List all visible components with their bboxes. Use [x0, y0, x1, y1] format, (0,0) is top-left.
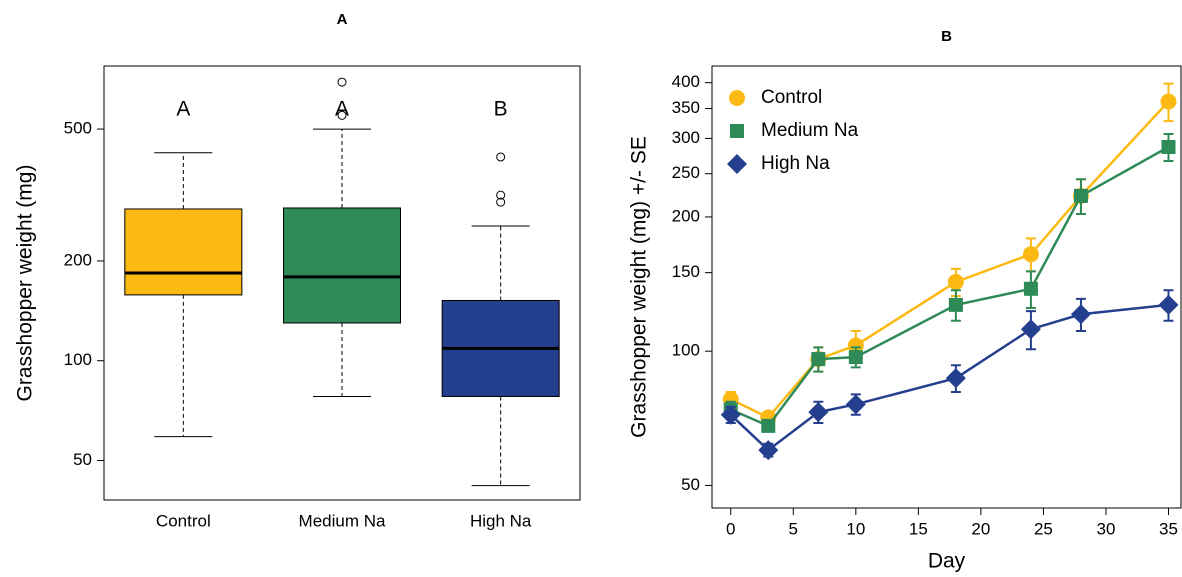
marker — [1023, 281, 1038, 296]
legend-label: High Na — [761, 153, 830, 174]
x-tick-label: Medium Na — [299, 511, 386, 530]
y-tick-label: 150 — [672, 262, 700, 281]
marker — [847, 337, 864, 354]
y-tick-label: 200 — [64, 250, 92, 269]
x-tick-label: 30 — [1096, 519, 1115, 538]
marker — [1020, 319, 1041, 340]
x-tick-label: 25 — [1034, 519, 1053, 538]
legend-label: Medium Na — [761, 120, 859, 141]
marker — [761, 418, 776, 433]
x-tick-label: High Na — [470, 511, 532, 530]
marker — [1022, 246, 1039, 263]
series-line — [730, 100, 1170, 420]
y-axis-label: Grasshopper weight (mg) +/- SE — [628, 136, 651, 438]
x-tick-label: 5 — [789, 519, 798, 538]
marker — [848, 350, 863, 365]
marker — [845, 394, 866, 415]
y-tick-label: 500 — [64, 119, 92, 138]
y-tick-label: 350 — [672, 98, 700, 117]
y-tick-label: 50 — [73, 450, 92, 469]
marker — [730, 124, 744, 138]
group-label: B — [494, 98, 508, 121]
legend-label: Control — [761, 87, 822, 108]
outlier — [496, 190, 506, 200]
marker — [758, 440, 779, 461]
marker — [1161, 139, 1176, 154]
marker — [948, 297, 963, 312]
outlier — [496, 197, 506, 207]
y-axis-label: Grasshopper weight (mg) — [14, 165, 37, 402]
y-tick-label: 100 — [672, 341, 700, 360]
series-line — [730, 145, 1170, 428]
x-tick-label: 20 — [971, 519, 990, 538]
marker — [1160, 93, 1177, 110]
y-tick-label: 250 — [672, 163, 700, 182]
chart-title: B — [941, 28, 952, 45]
marker — [727, 154, 747, 174]
plot-frame — [103, 65, 581, 501]
marker — [945, 368, 966, 389]
marker — [720, 404, 741, 425]
marker — [1070, 304, 1091, 325]
marker — [808, 402, 829, 423]
x-axis-label: Day — [928, 550, 966, 573]
x-tick-label: 35 — [1159, 519, 1178, 538]
box — [124, 208, 243, 296]
marker — [729, 90, 745, 106]
outlier — [496, 152, 506, 162]
x-tick-label: 15 — [909, 519, 928, 538]
x-tick-label: 10 — [846, 519, 865, 538]
marker — [1073, 188, 1088, 203]
x-tick-label: Control — [156, 511, 211, 530]
y-tick-label: 400 — [672, 72, 700, 91]
outlier — [337, 110, 347, 120]
y-tick-label: 50 — [681, 475, 700, 494]
box — [283, 207, 401, 324]
series-line — [729, 303, 1169, 452]
chart-title: A — [337, 11, 348, 28]
outlier — [337, 77, 347, 87]
group-label: A — [335, 98, 349, 121]
marker — [1158, 294, 1179, 315]
marker — [947, 273, 964, 290]
group-label: A — [176, 98, 190, 121]
y-tick-label: 200 — [672, 206, 700, 225]
marker — [811, 352, 826, 367]
plot-frame — [711, 65, 1182, 509]
y-tick-label: 100 — [64, 350, 92, 369]
x-tick-label: 0 — [726, 519, 735, 538]
y-tick-label: 300 — [672, 128, 700, 147]
